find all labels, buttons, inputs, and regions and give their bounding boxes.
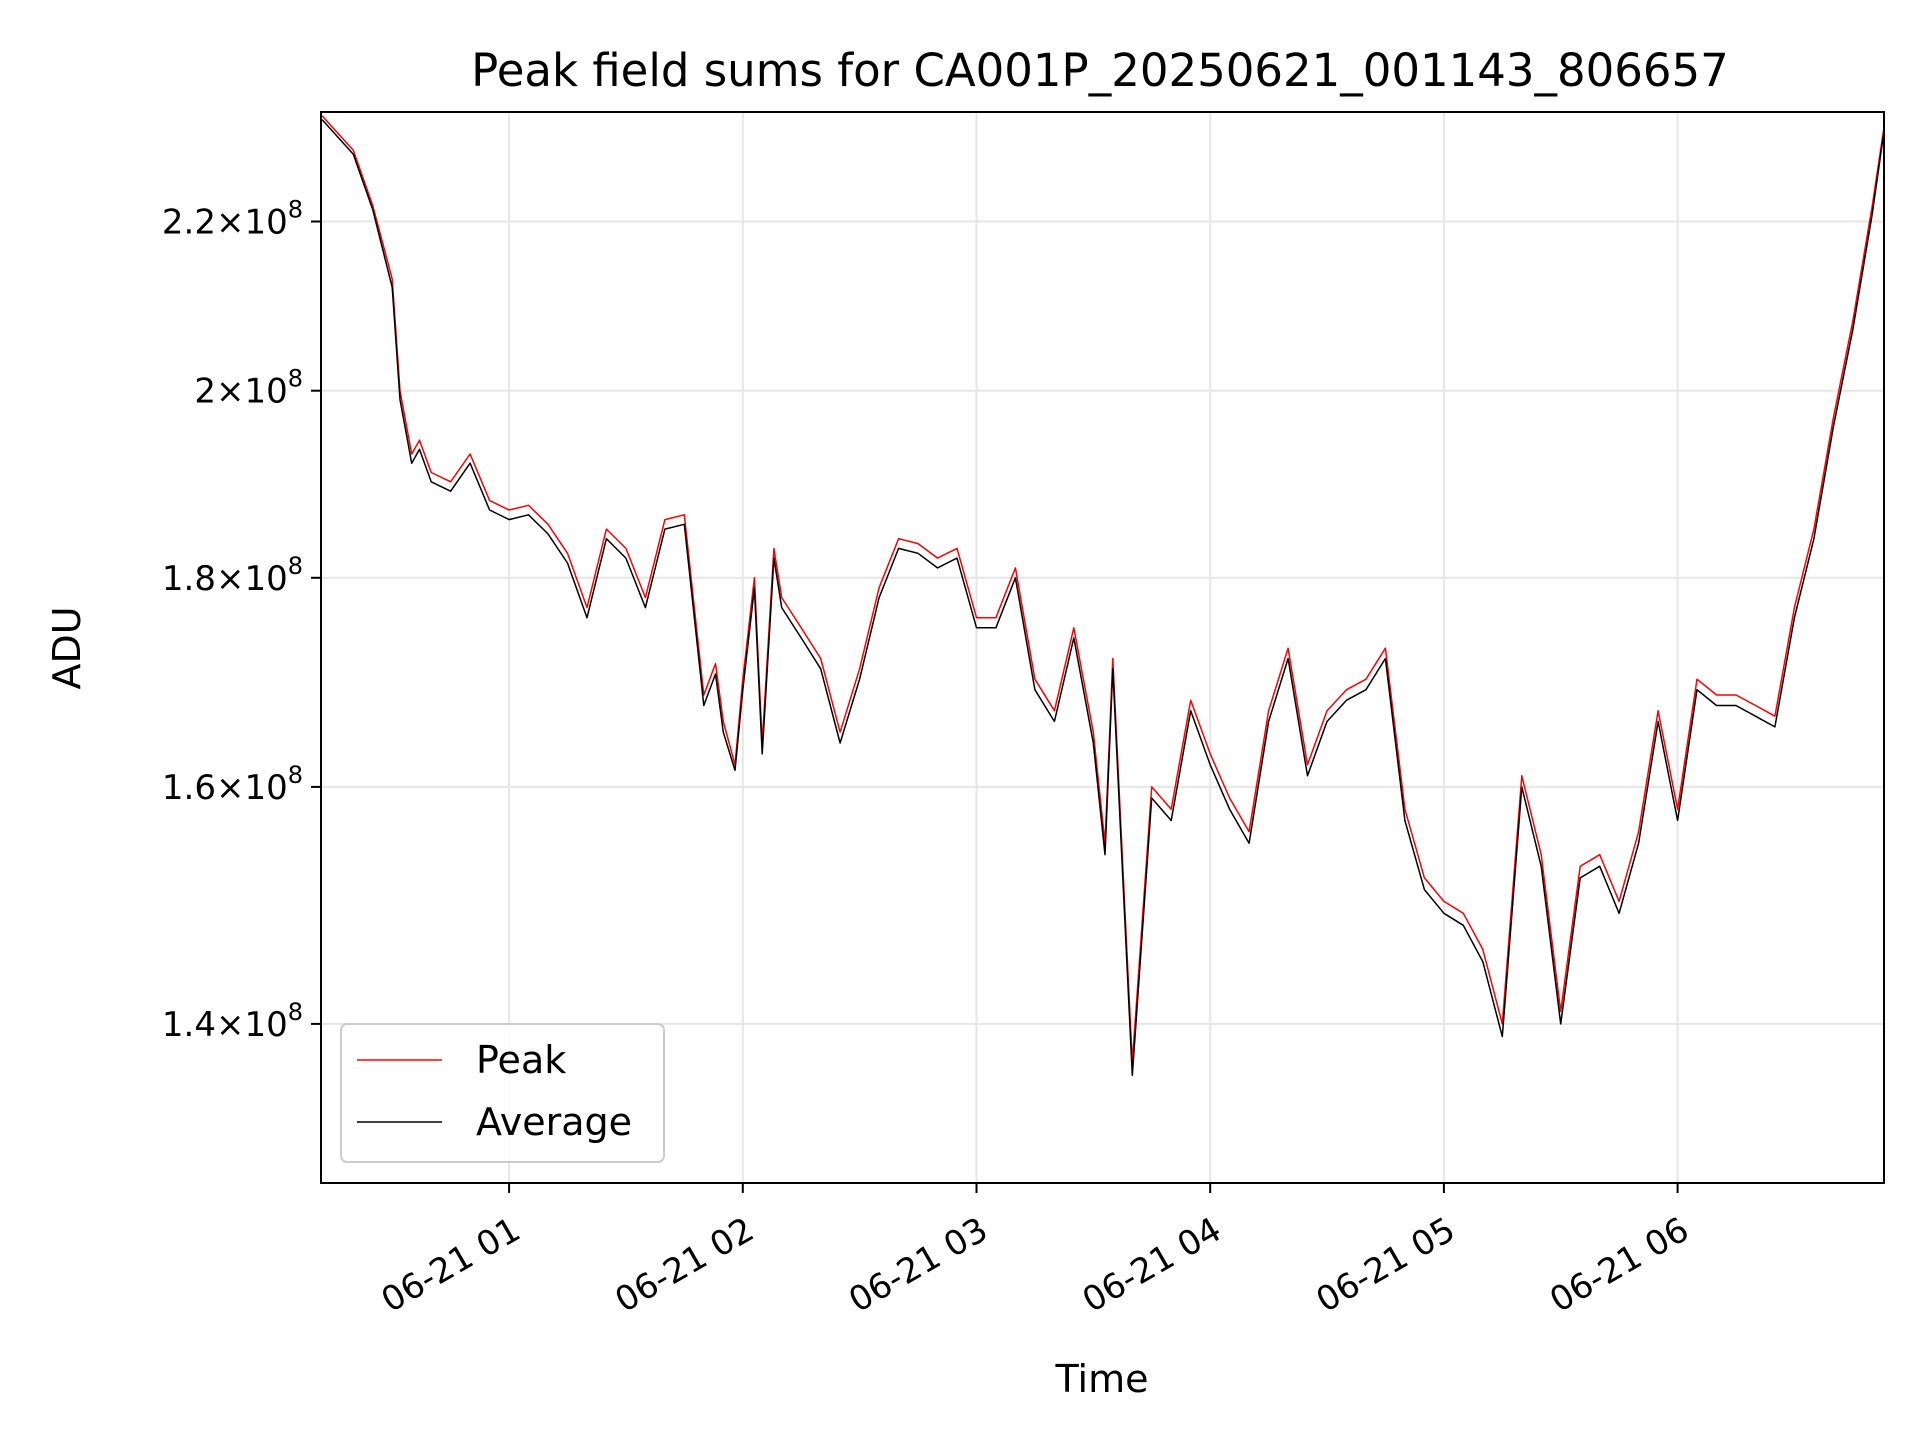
y-tick-times: ×10: [216, 372, 288, 412]
y-tick-times: ×10: [216, 203, 288, 243]
legend-label-average: Average: [476, 1100, 632, 1144]
y-tick-times: ×10: [216, 768, 288, 808]
x-axis-label: Time: [1055, 1357, 1149, 1401]
legend-label-peak: Peak: [476, 1038, 566, 1082]
y-tick-mantissa: 1.4: [162, 1005, 216, 1045]
plot-area-frame: [320, 111, 1885, 1184]
y-tick-label: 1.6×108: [162, 761, 303, 808]
series-line-average: [321, 119, 1885, 1077]
legend-box: [340, 1023, 665, 1163]
y-tick-mantissa: 1.8: [162, 559, 216, 599]
y-tick-label: 2.2×108: [162, 196, 303, 243]
y-tick-exponent: 8: [288, 196, 303, 224]
y-tick-exponent: 8: [288, 761, 303, 789]
y-tick-times: ×10: [216, 559, 288, 599]
y-tick-exponent: 8: [288, 365, 303, 393]
y-tick-label: 1.4×108: [162, 998, 303, 1045]
y-tick-mantissa: 2.2: [162, 203, 216, 243]
chart-title: Peak field sums for CA001P_20250621_0011…: [471, 44, 1729, 97]
y-tick-mantissa: 1.6: [162, 768, 216, 808]
y-tick-exponent: 8: [288, 998, 303, 1026]
y-tick-label: 1.8×108: [162, 552, 303, 599]
y-tick-label: 2×108: [194, 365, 303, 412]
grid-lines: [321, 112, 1884, 1183]
series-lines: [321, 115, 1885, 1077]
y-axis-label: ADU: [45, 606, 89, 689]
legend: Peak Average: [340, 1023, 665, 1163]
series-line-peak: [321, 115, 1885, 1064]
y-tick-times: ×10: [216, 1005, 288, 1045]
y-tick-mantissa: 2: [194, 372, 216, 412]
y-tick-exponent: 8: [288, 552, 303, 580]
